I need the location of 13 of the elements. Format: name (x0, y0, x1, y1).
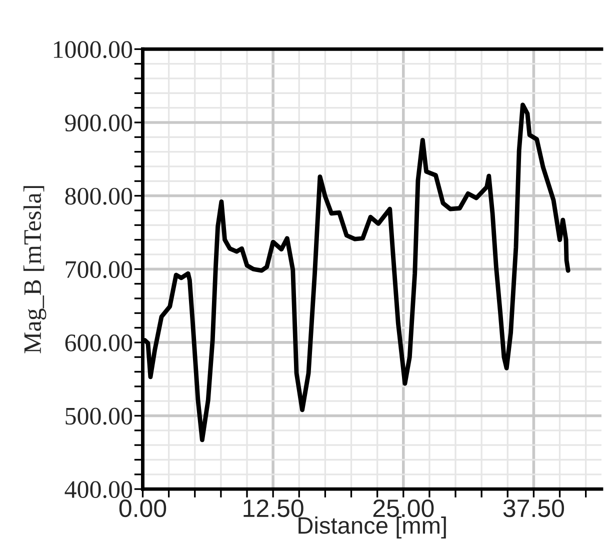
y-tick-label: 400.00 (64, 481, 132, 498)
x-axis-title: Distance [mm] (298, 516, 446, 539)
y-tick-label: 600.00 (65, 334, 132, 352)
x-tick-label: 37.50 (503, 499, 564, 518)
y-tick-label: 700.00 (66, 261, 132, 278)
y-axis-title: Mag_B [mTesla] (23, 186, 46, 354)
y-tick-label: 1000.00 (54, 41, 132, 58)
y-tick-label: 800.00 (65, 188, 132, 205)
x-tick-label: 25.00 (373, 499, 434, 518)
x-tick-label: 0.00 (119, 499, 166, 518)
y-tick-label: 500.00 (66, 408, 132, 425)
x-tick-label: 12.50 (244, 499, 304, 518)
y-tick-label: 900.00 (65, 114, 132, 132)
